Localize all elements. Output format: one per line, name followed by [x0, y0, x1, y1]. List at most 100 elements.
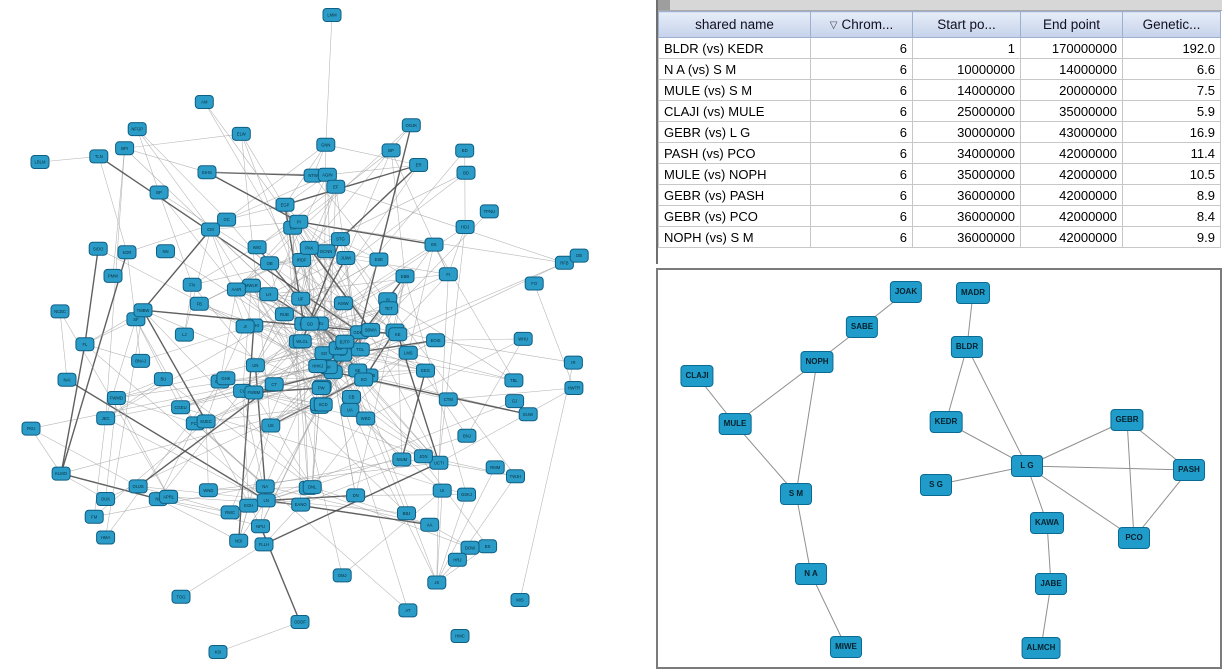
table-cell[interactable]: 11.4	[1122, 142, 1221, 164]
table-cell[interactable]: 36000000	[912, 184, 1021, 206]
network-node[interactable]: TBL	[504, 373, 524, 388]
network-node[interactable]: KLMO	[51, 466, 71, 481]
network-node[interactable]: AT	[398, 603, 418, 618]
table-cell[interactable]: 9.9	[1122, 226, 1221, 248]
network-edge[interactable]	[1126, 419, 1135, 539]
network-node[interactable]: BJTP	[335, 334, 355, 349]
network-node[interactable]: IR	[563, 355, 583, 370]
network-node[interactable]: CTM	[438, 392, 458, 407]
network-node[interactable]: AA	[420, 517, 440, 532]
table-cell[interactable]: GEBR (vs) L G	[658, 121, 811, 143]
table-cell[interactable]: 42000000	[1020, 184, 1123, 206]
table-cell[interactable]: NOPH (vs) S M	[658, 226, 811, 248]
network-node[interactable]: SIOO	[88, 241, 108, 256]
network-node[interactable]: MJEC	[196, 414, 216, 429]
network-node[interactable]: TOG	[171, 589, 191, 604]
table-row[interactable]: N A (vs) S M 6 10000000 14000000 6.6	[658, 58, 1221, 80]
network-node[interactable]: FB	[189, 296, 209, 311]
table-row[interactable]: BLDR (vs) KEDR 6 1 170000000 192.0	[658, 37, 1221, 59]
column-header-chrom[interactable]: ▽ Chrom...	[810, 11, 913, 38]
network-node[interactable]: IWG	[247, 240, 267, 255]
network-node[interactable]: BPI	[115, 141, 135, 156]
network-node[interactable]: BBJ	[397, 506, 416, 521]
table-cell[interactable]: 43000000	[1020, 121, 1123, 143]
network-node[interactable]: PI	[289, 214, 309, 229]
table-cell[interactable]: 42000000	[1020, 205, 1123, 227]
network-node[interactable]: DNL	[302, 480, 322, 495]
table-cell[interactable]: 6	[810, 184, 913, 206]
network-node-kedr[interactable]: KEDR	[929, 411, 963, 433]
network-node[interactable]: FI	[438, 267, 458, 282]
network-node-s-m[interactable]: S M	[780, 483, 812, 505]
table-cell[interactable]: 16.9	[1122, 121, 1221, 143]
table-cell[interactable]: 42000000	[1020, 142, 1123, 164]
network-node[interactable]: UN	[245, 358, 265, 373]
network-node[interactable]: DN	[346, 488, 366, 503]
network-node[interactable]: EBB	[395, 269, 415, 284]
network-node[interactable]: GSKJ	[457, 487, 476, 502]
table-cell[interactable]: 170000000	[1020, 37, 1123, 59]
table-cell[interactable]: GEBR (vs) PASH	[658, 184, 811, 206]
network-node-bldr[interactable]: BLDR	[950, 336, 984, 358]
network-node[interactable]: OUK	[96, 492, 116, 506]
network-node[interactable]: HRJ	[447, 552, 467, 567]
network-node[interactable]: ER	[409, 158, 429, 172]
network-node[interactable]: BD	[455, 143, 475, 158]
network-node[interactable]: LMS	[398, 345, 418, 360]
network-node[interactable]: DCNN	[316, 244, 336, 259]
network-node[interactable]: MIS	[510, 593, 530, 607]
network-node[interactable]: FM	[84, 509, 104, 524]
table-row[interactable]: MULE (vs) NOPH 6 35000000 42000000 10.5	[658, 163, 1221, 185]
table-row[interactable]: GEBR (vs) PASH 6 36000000 42000000 8.9	[658, 184, 1221, 206]
network-node[interactable]: NPU	[251, 519, 270, 534]
table-cell[interactable]: CLAJI (vs) MULE	[658, 100, 811, 122]
table-cell[interactable]: 14000000	[1020, 58, 1123, 80]
table-cell[interactable]: 30000000	[912, 121, 1021, 143]
table-row[interactable]: NOPH (vs) S M 6 36000000 42000000 9.9	[658, 226, 1221, 248]
network-node[interactable]: JS	[427, 575, 447, 590]
main-network-view[interactable]: LMM LBLM KSI ODDF HMC MIS BP LMS BS BNAJ BPI DCNN NI…	[0, 0, 656, 669]
network-node[interactable]: GJ	[505, 394, 525, 409]
network-node[interactable]: NOI	[229, 533, 249, 548]
table-cell[interactable]: 6	[810, 58, 913, 80]
table-row[interactable]: PASH (vs) PCO 6 34000000 42000000 11.4	[658, 142, 1221, 164]
network-node[interactable]: PMW	[103, 268, 123, 283]
network-node[interactable]: APRL	[159, 489, 179, 504]
network-node[interactable]: SCD	[313, 397, 333, 412]
network-node[interactable]: TLN	[89, 149, 109, 164]
network-edge[interactable]	[966, 346, 1028, 467]
network-node[interactable]: WED	[356, 411, 376, 426]
table-cell[interactable]: 6	[810, 37, 913, 59]
network-edge[interactable]	[795, 361, 818, 495]
network-node[interactable]: KDR	[117, 245, 137, 260]
network-node[interactable]: UI	[432, 483, 452, 498]
network-node[interactable]: RFB	[554, 255, 574, 270]
network-edge[interactable]	[810, 573, 847, 648]
network-node[interactable]: BD	[456, 165, 476, 180]
table-cell[interactable]: N A (vs) S M	[658, 58, 811, 80]
network-node[interactable]: GHK	[216, 371, 236, 386]
network-node[interactable]: FWMD	[106, 391, 126, 405]
table-cell[interactable]: 5.9	[1122, 100, 1221, 122]
network-node[interactable]: FN	[182, 277, 202, 292]
table-row[interactable]: CLAJI (vs) MULE 6 25000000 35000000 5.9	[658, 100, 1221, 122]
network-edge[interactable]	[795, 493, 812, 575]
network-node[interactable]: TPNU	[479, 204, 499, 219]
network-node[interactable]: ELW	[231, 126, 251, 141]
network-node[interactable]: ESE	[369, 252, 389, 267]
table-cell[interactable]: 35000000	[912, 163, 1021, 185]
network-node[interactable]: STG	[330, 232, 350, 247]
table-cell[interactable]: 192.0	[1122, 37, 1221, 59]
network-node[interactable]: NCBC	[50, 304, 70, 319]
table-row[interactable]: MULE (vs) S M 6 14000000 20000000 7.5	[658, 79, 1221, 101]
table-scrollbar-track[interactable]	[658, 0, 1222, 11]
network-node[interactable]: WLGL	[292, 334, 312, 349]
subnetwork-panel[interactable]: JOAK MADR SABE NOPH BLDR CLAJI MULE KEDR GEBR L G…	[656, 268, 1222, 669]
table-cell[interactable]: 14000000	[912, 79, 1021, 101]
network-node[interactable]: FL	[75, 337, 95, 352]
network-node[interactable]: FO	[524, 276, 544, 291]
network-node[interactable]: EOIS	[426, 333, 446, 348]
network-node[interactable]: CT	[264, 377, 284, 392]
network-node[interactable]: LJ	[174, 327, 194, 342]
network-edge[interactable]	[1026, 465, 1190, 471]
